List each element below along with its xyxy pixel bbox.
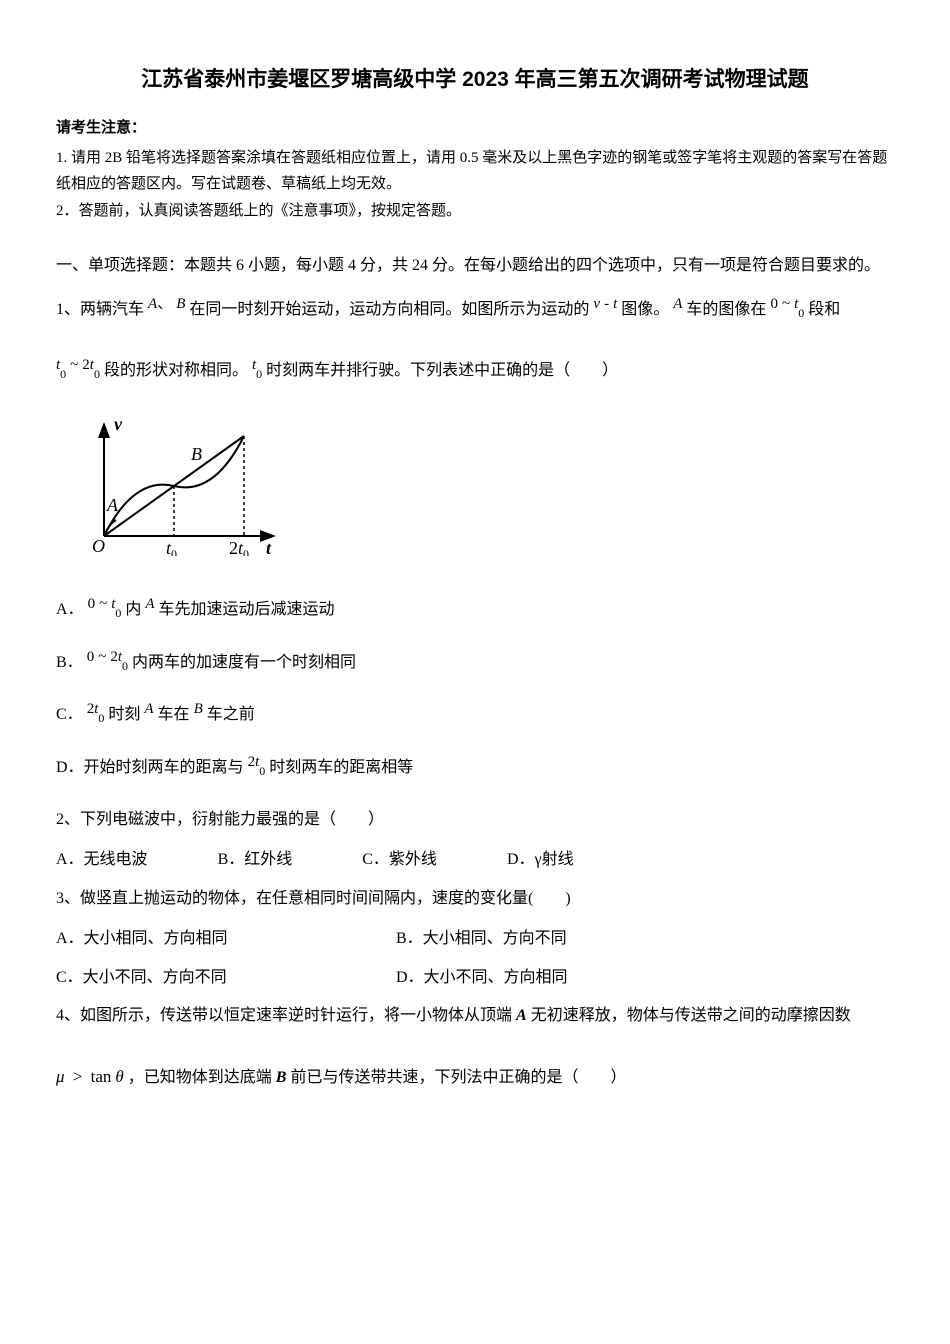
math-tilde: ~ [782,296,790,312]
q3-row-2: C．大小不同、方向不同 D．大小不同、方向相同 [56,963,894,993]
math-B-2: B [194,701,203,717]
q2-stem: 2、下列电磁波中，衍射能力最强的是（ ） [56,811,384,828]
q1-A-mid: 内 [125,601,141,618]
q3-B: B．大小相同、方向不同 [396,924,567,954]
tick-t0: t0 [166,538,177,556]
curve-B-label: B [191,444,202,464]
question-1: 1、两辆汽车 A、 B 在同一时刻开始运动，运动方向相同。如图所示为运动的 v … [56,295,894,386]
q1-seg3: 车的图像在 [686,301,766,318]
math-sub0-4: 0 [256,367,262,381]
notice-item-2: 2．答题前，认真阅读答题纸上的《注意事项》，按规定答题。 [56,199,894,225]
math-comma: 、 [157,296,172,312]
q4-A-ref: A [516,1007,527,1024]
q3-stem: 3、做竖直上抛运动的物体，在任意相同时间间隔内，速度的变化量( ) [56,890,571,907]
math-dash: - [604,296,609,312]
math-tan: tan [91,1067,112,1086]
math-sub0-2: 0 [60,367,66,381]
math-2a: 2 [82,357,90,373]
q2-A: A．无线电波 [56,845,148,875]
section-1-heading: 一、单项选择题：本题共 6 小题，每小题 4 分，共 24 分。在每小题给出的四… [56,251,894,281]
axis-v-label: v [114,416,123,434]
math-sub0: 0 [798,306,804,320]
axis-t-label: t [266,538,272,556]
math-tilde-2: ~ [70,357,78,373]
q1-B-post: 内两车的加速度有一个时刻相同 [132,654,356,671]
exam-title: 江苏省泰州市姜堰区罗塘高级中学 2023 年高三第五次调研考试物理试题 [56,60,894,100]
math-sub0-6: 0 [122,659,128,673]
q1-A-post: 车先加速运动后减速运动 [159,601,335,618]
question-4: 4、如图所示，传送带以恒定速率逆时针运行，将一小物体从顶端 A 无初速释放，物体… [56,1001,894,1031]
q3-A: A．大小相同、方向相同 [56,924,396,954]
q1-seg1: 在同一时刻开始运动，运动方向相同。如图所示为运动的 [189,301,589,318]
math-tilde-4: ~ [98,649,106,665]
question-3: 3、做竖直上抛运动的物体，在任意相同时间间隔内，速度的变化量( ) [56,884,894,914]
math-sub0-8: 0 [259,764,265,778]
q2-B: B．红外线 [218,845,293,875]
q1-choice-A: A． 0 ~ t0 内 A 车先加速运动后减速运动 [56,595,894,625]
math-0b: 0 [88,596,96,612]
math-mu: μ [56,1067,65,1086]
math-0: 0 [770,296,778,312]
math-t: t [613,296,617,312]
math-sub0-5: 0 [115,606,121,620]
math-gt: > [69,1067,87,1086]
math-sub0-3: 0 [94,367,100,381]
q1-B-pre: B． [56,654,83,671]
q1-choice-C: C． 2t0 时刻 A 车在 B 车之前 [56,700,894,730]
math-A-3: A [145,596,154,612]
q1-C-mid2: 车在 [158,706,190,723]
notice-heading: 请考生注意： [56,114,894,143]
q1-choice-D: D．开始时刻两车的距离与 2t0 时刻两车的距离相等 [56,753,894,783]
q2-D: D．γ射线 [507,845,574,875]
question-4-line2: μ > tan θ ，已知物体到达底端 B 前已与传送带共速，下列法中正确的是（… [56,1061,894,1093]
q1-seg2: 图像。 [621,301,669,318]
math-2d: 2 [248,754,256,770]
tick-2t0: 2t0 [229,538,249,556]
q1-A-pre: A． [56,601,84,618]
math-2b: 2 [110,649,118,665]
q3-row-1: A．大小相同、方向相同 B．大小相同、方向不同 [56,924,894,954]
q3-C: C．大小不同、方向不同 [56,963,396,993]
math-A: A [148,296,157,312]
q1-seg4: 段和 [808,301,840,318]
q1-seg5: 段的形状对称相同。 [104,362,248,379]
math-v: v [593,296,600,312]
q2-C: C．紫外线 [362,845,437,875]
q4-B-ref: B [276,1069,287,1086]
math-sub0-7: 0 [98,711,104,725]
math-theta: θ [115,1067,123,1086]
q1-D-pre: D．开始时刻两车的距离与 [56,759,244,776]
q1-choice-B: B． 0 ~ 2t0 内两车的加速度有一个时刻相同 [56,648,894,678]
math-A-2: A [673,296,682,312]
q1-graph: v A B O t0 2t0 t [74,416,894,567]
q4-line1-pre: 4、如图所示，传送带以恒定速率逆时针运行，将一小物体从顶端 [56,1007,516,1024]
math-tilde-3: ~ [99,596,107,612]
math-B: B [176,296,185,312]
math-0c: 0 [87,649,95,665]
q1-C-mid: 时刻 [108,706,140,723]
q3-D: D．大小不同、方向相同 [396,963,568,993]
q1-C-pre: C． [56,706,83,723]
q1-prefix: 1、两辆汽车 [56,301,144,318]
notice-item-1: 1. 请用 2B 铅笔将选择题答案涂填在答题纸相应位置上，请用 0.5 毫米及以… [56,146,894,197]
q1-D-post: 时刻两车的距离相等 [269,759,413,776]
curve-A-label: A [106,495,119,515]
q4-line2-post: ，已知物体到达底端 [128,1069,276,1086]
origin-label: O [92,536,105,556]
question-2: 2、下列电磁波中，衍射能力最强的是（ ） [56,805,894,835]
q1-C-post: 车之前 [207,706,255,723]
q1-seg6: 时刻两车并排行驶。下列表述中正确的是（ ） [266,362,618,379]
q4-line2-mid2: 前已与传送带共速，下列法中正确的是（ ） [286,1069,626,1086]
q4-line1-mid: 无初速释放，物体与传送带之间的动摩擦因数 [527,1007,851,1024]
q2-choices: A．无线电波 B．红外线 C．紫外线 D．γ射线 [56,845,894,875]
math-A-4: A [144,701,153,717]
